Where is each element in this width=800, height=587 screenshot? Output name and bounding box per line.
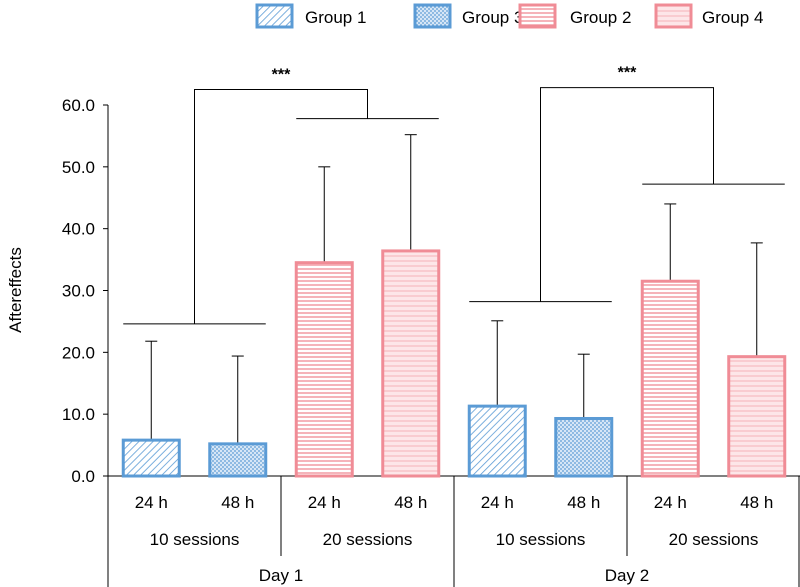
y-axis-title: Aftereffects xyxy=(6,247,25,333)
sessions-label: 20 sessions xyxy=(669,530,759,549)
category-labels: 24 h 48 h 24 h 48 h 24 h 48 h 24 h 48 h … xyxy=(135,493,774,585)
legend: Group 1 Group 3 Group 2 Group 4 xyxy=(255,3,763,29)
error-bars xyxy=(145,134,763,444)
time-label: 24 h xyxy=(308,493,341,512)
bracket-connector xyxy=(540,87,714,302)
bars xyxy=(121,249,787,478)
y-tick-label: 0.0 xyxy=(71,467,95,486)
sessions-label: 20 sessions xyxy=(323,530,413,549)
bar xyxy=(208,442,268,478)
sessions-label: 10 sessions xyxy=(496,530,586,549)
legend-label-group-4: Group 4 xyxy=(702,8,763,27)
legend-label-group-2: Group 2 xyxy=(570,8,631,27)
bar xyxy=(727,355,787,478)
time-label: 24 h xyxy=(654,493,687,512)
significance-brackets xyxy=(123,87,785,325)
y-tick-label: 20.0 xyxy=(62,343,95,362)
time-label: 48 h xyxy=(221,493,254,512)
significance-label: *** xyxy=(618,65,637,82)
bar xyxy=(381,249,441,478)
day-label: Day 2 xyxy=(605,566,649,585)
y-tick-label: 40.0 xyxy=(62,220,95,239)
legend-label-group-1: Group 1 xyxy=(305,8,366,27)
bar xyxy=(121,438,181,478)
bracket-connector xyxy=(194,89,368,324)
y-axis-ticks: 0.0 10.0 20.0 30.0 40.0 50.0 60.0 xyxy=(62,96,95,486)
legend-swatch-group-3 xyxy=(413,3,452,29)
bar xyxy=(467,404,527,478)
time-label: 48 h xyxy=(394,493,427,512)
time-label: 24 h xyxy=(481,493,514,512)
sessions-label: 10 sessions xyxy=(150,530,240,549)
legend-label-group-3: Group 3 xyxy=(462,8,523,27)
bar xyxy=(294,261,354,478)
day-label: Day 1 xyxy=(259,566,303,585)
significance-label: *** xyxy=(272,67,291,84)
y-tick-label: 10.0 xyxy=(62,405,95,424)
legend-swatch-group-1 xyxy=(255,3,294,29)
y-tick-label: 60.0 xyxy=(62,96,95,115)
time-label: 48 h xyxy=(740,493,773,512)
bar xyxy=(640,279,700,478)
legend-swatch-group-4 xyxy=(654,3,693,29)
time-label: 24 h xyxy=(135,493,168,512)
time-label: 48 h xyxy=(567,493,600,512)
y-tick-label: 30.0 xyxy=(62,282,95,301)
legend-swatch-group-2 xyxy=(518,3,557,29)
bar xyxy=(554,416,614,478)
y-tick-label: 50.0 xyxy=(62,158,95,177)
